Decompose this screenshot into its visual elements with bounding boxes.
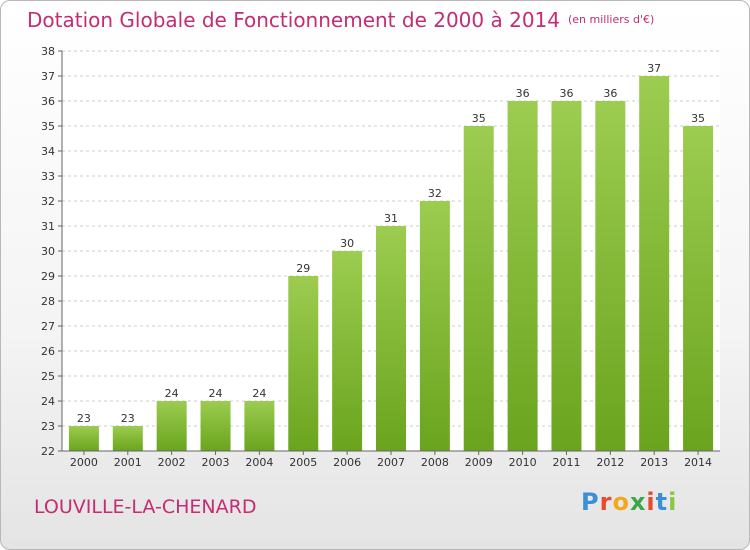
bar bbox=[419, 201, 450, 451]
y-tick-label: 26 bbox=[41, 345, 55, 358]
chart-unit: (en milliers d'€) bbox=[568, 13, 655, 26]
bar-value-label: 23 bbox=[77, 412, 91, 425]
y-tick-label: 28 bbox=[41, 295, 55, 308]
x-tick-label: 2002 bbox=[158, 456, 186, 469]
bar-value-label: 36 bbox=[559, 87, 573, 100]
bar bbox=[376, 226, 406, 451]
bar bbox=[332, 251, 363, 451]
y-tick-label: 30 bbox=[41, 245, 55, 258]
logo-letter: t bbox=[655, 488, 669, 516]
logo-letter: P bbox=[581, 488, 600, 516]
y-tick-label: 37 bbox=[41, 70, 55, 83]
y-tick-label: 38 bbox=[41, 45, 55, 58]
bar-value-label: 36 bbox=[603, 87, 617, 100]
proxiti-logo: Proxiti bbox=[581, 488, 677, 516]
chart-title: Dotation Globale de Fonctionnement de 20… bbox=[27, 8, 654, 32]
x-tick-label: 2000 bbox=[70, 456, 98, 469]
y-tick-label: 29 bbox=[41, 270, 55, 283]
bar-value-label: 24 bbox=[252, 387, 266, 400]
y-tick-label: 31 bbox=[41, 220, 55, 233]
x-tick-label: 2009 bbox=[465, 456, 493, 469]
y-tick-label: 24 bbox=[41, 395, 55, 408]
bar bbox=[156, 401, 187, 451]
x-tick-label: 2011 bbox=[552, 456, 580, 469]
x-tick-label: 2014 bbox=[684, 456, 712, 469]
y-tick-label: 22 bbox=[41, 445, 55, 458]
logo-letter: x bbox=[629, 488, 647, 516]
y-tick-label: 23 bbox=[41, 420, 55, 433]
x-tick-label: 2010 bbox=[509, 456, 537, 469]
bar bbox=[68, 426, 99, 451]
logo-letter: o bbox=[612, 488, 630, 516]
x-tick-label: 2001 bbox=[114, 456, 142, 469]
bar-value-label: 36 bbox=[516, 87, 530, 100]
y-tick-label: 33 bbox=[41, 170, 55, 183]
x-tick-label: 2006 bbox=[333, 456, 361, 469]
chart-title-text: Dotation Globale de Fonctionnement de 20… bbox=[27, 8, 560, 32]
bar-value-label: 31 bbox=[384, 212, 398, 225]
y-tick-label: 32 bbox=[41, 195, 55, 208]
x-tick-label: 2005 bbox=[289, 456, 317, 469]
bar-value-label: 35 bbox=[691, 112, 705, 125]
x-tick-label: 2013 bbox=[640, 456, 668, 469]
y-tick-label: 27 bbox=[41, 320, 55, 333]
x-tick-label: 2012 bbox=[596, 456, 624, 469]
bar-value-label: 30 bbox=[340, 237, 354, 250]
bar bbox=[639, 76, 670, 451]
x-tick-label: 2004 bbox=[245, 456, 273, 469]
bar-value-label: 23 bbox=[121, 412, 135, 425]
y-tick-label: 25 bbox=[41, 370, 55, 383]
bar bbox=[551, 101, 582, 451]
logo-letter: i bbox=[646, 488, 656, 516]
bar-value-label: 24 bbox=[209, 387, 223, 400]
logo-letter: r bbox=[599, 488, 613, 516]
bar-value-label: 37 bbox=[647, 62, 661, 75]
logo-letter: i bbox=[668, 488, 678, 516]
x-tick-label: 2007 bbox=[377, 456, 405, 469]
bar bbox=[507, 101, 538, 451]
bar-value-label: 35 bbox=[472, 112, 486, 125]
y-tick-label: 35 bbox=[41, 120, 55, 133]
x-tick-label: 2003 bbox=[202, 456, 230, 469]
bar bbox=[288, 276, 319, 451]
bar bbox=[683, 126, 714, 451]
bar-value-label: 24 bbox=[165, 387, 179, 400]
bar bbox=[463, 126, 494, 451]
x-tick-label: 2008 bbox=[421, 456, 449, 469]
bar bbox=[595, 101, 626, 451]
y-tick-label: 36 bbox=[41, 95, 55, 108]
bar bbox=[112, 426, 143, 451]
bar bbox=[244, 401, 275, 451]
y-tick-label: 34 bbox=[41, 145, 55, 158]
bar-value-label: 29 bbox=[296, 262, 310, 275]
commune-name: LOUVILLE-LA-CHENARD bbox=[34, 496, 257, 518]
bar-value-label: 32 bbox=[428, 187, 442, 200]
bar bbox=[200, 401, 231, 451]
